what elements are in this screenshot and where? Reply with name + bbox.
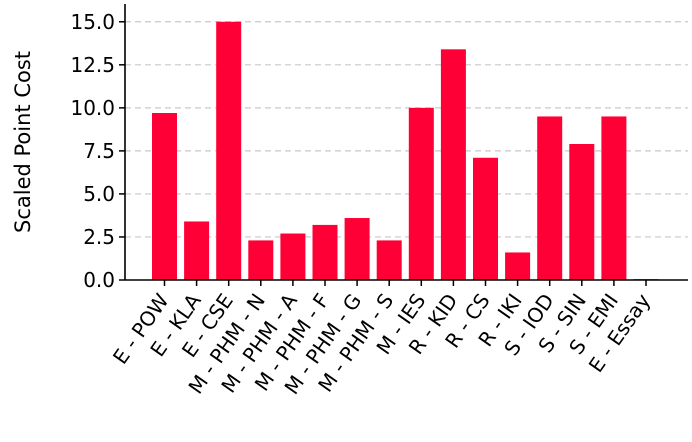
y-tick-label: 12.5 [70,53,115,77]
y-tick-label: 0.0 [83,268,115,292]
bar [248,240,274,280]
y-tick-label: 5.0 [83,182,115,206]
bar [344,218,370,280]
y-ticks: 0.0 2.5 5.0 7.5 10.0 12.5 15.0 [70,10,125,292]
bar [440,49,466,281]
bar [312,224,338,280]
bar [505,252,531,280]
bar [376,240,402,280]
bar [569,144,595,280]
axes [124,4,688,281]
bar [216,21,242,280]
bar [473,157,498,280]
y-tick-label: 10.0 [70,96,115,120]
bar [280,233,306,280]
bars [152,21,659,281]
bar [408,107,434,280]
bar [152,113,177,280]
bar [537,116,563,281]
y-tick-label: 2.5 [83,225,115,249]
bar [601,116,627,281]
y-axis-title: Scaled Point Cost [11,51,35,233]
bar [184,221,210,280]
y-tick-label: 7.5 [83,139,115,163]
y-tick-label: 15.0 [70,10,115,34]
